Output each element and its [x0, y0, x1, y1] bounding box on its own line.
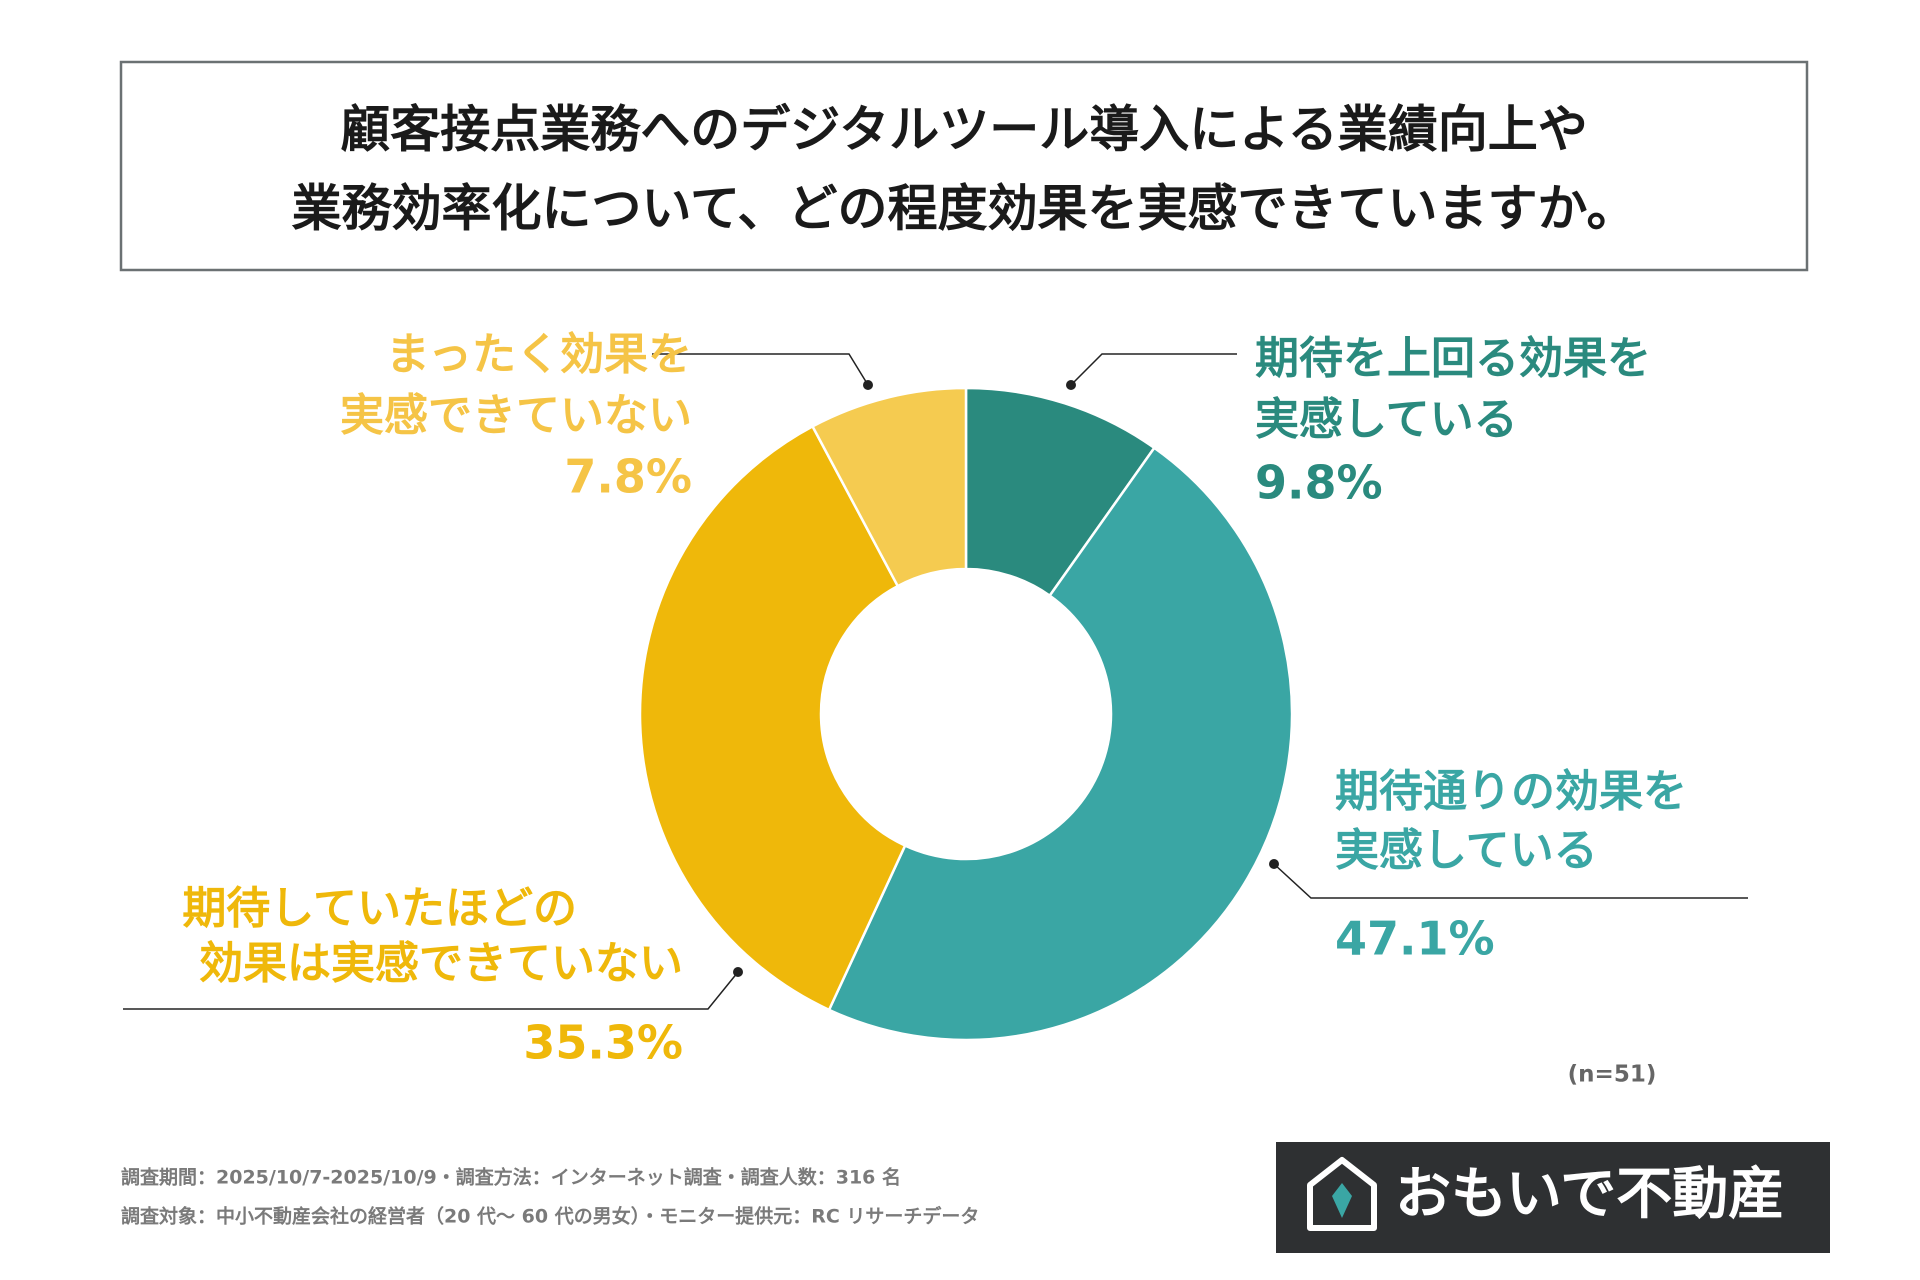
slice-label: 期待を上回る効果を	[1255, 333, 1651, 384]
footer-line: 調査期間：2025/10/7-2025/10/9・調査方法：インターネット調査・…	[121, 1166, 901, 1189]
leader-dot	[1066, 380, 1076, 390]
slice-label: 効果は実感できていない	[199, 938, 683, 989]
leader-line	[652, 353, 869, 386]
donut-slice	[638, 424, 907, 1012]
value-label: 35.3%	[523, 1016, 683, 1070]
chart-title: 業務効率化について、どの程度効果を実感できていますか。	[292, 180, 1637, 238]
logo-icon	[1307, 1157, 1377, 1231]
leader-line	[1273, 863, 1748, 899]
donut	[638, 386, 1294, 1042]
footer-line: 調査対象：中小不動産会社の経営者（20 代～ 60 代の男女）・モニター提供元：…	[121, 1205, 979, 1228]
title-box	[119, 60, 1809, 272]
leader-lines	[123, 353, 1748, 1010]
value-label: 7.8%	[564, 450, 692, 504]
slice-label: 実感している	[1255, 394, 1518, 445]
donut-slice	[964, 386, 1157, 598]
leader-dot	[863, 380, 873, 390]
slice-label: まったく効果を	[386, 329, 692, 380]
donut-slice	[810, 386, 968, 588]
logo-box	[1276, 1142, 1830, 1253]
logo-text: おもいで不動産	[1395, 1162, 1784, 1227]
labels: 期待を上回る効果を実感している9.8%期待通りの効果を実感している47.1%期待…	[182, 329, 1687, 1070]
leader-line	[123, 971, 739, 1010]
slice-label: 期待通りの効果を	[1335, 766, 1687, 817]
slice-label: 実感している	[1335, 825, 1598, 876]
leader-dots	[733, 380, 1279, 977]
value-label: 47.1%	[1335, 912, 1495, 966]
chart-title: 顧客接点業務へのデジタルツール導入による業績向上や	[340, 101, 1588, 159]
slice-label: 実感できていない	[340, 390, 692, 441]
leader-dot	[1269, 859, 1279, 869]
leader-line	[1070, 353, 1237, 386]
donut-slice	[827, 446, 1294, 1042]
value-label: 9.8%	[1255, 456, 1383, 510]
slice-label: 期待していたほどの	[182, 883, 577, 934]
sample-note: (n=51)	[1568, 1062, 1657, 1088]
leader-dot	[733, 967, 743, 977]
